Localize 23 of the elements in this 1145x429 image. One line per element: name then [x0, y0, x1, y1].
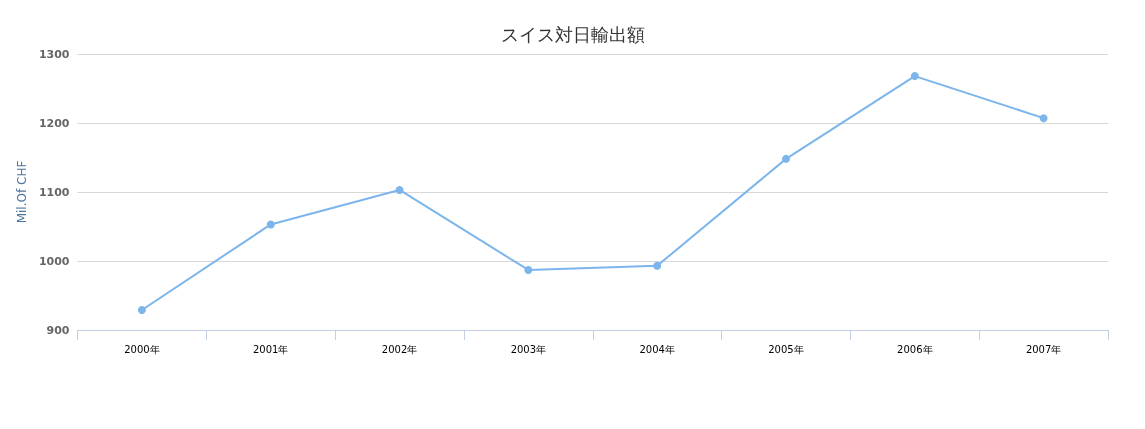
x-tick-label: 2007年 [1025, 343, 1062, 355]
y-tick-label: 1000 [38, 254, 70, 268]
y-tick-label: 1100 [38, 185, 70, 199]
point [266, 220, 275, 229]
point [653, 261, 662, 270]
point [1039, 114, 1048, 123]
x-tick-label: 2002年 [381, 343, 418, 355]
x-tick-label: 2006年 [897, 343, 933, 355]
chart-title: スイス対日輸出額 [500, 23, 645, 45]
x-tick-label: 2001年 [253, 343, 289, 355]
y-tick-label: 1200 [38, 116, 70, 130]
y-tick-label: 1300 [38, 47, 70, 61]
x-tick-label: 2000年 [124, 343, 160, 355]
y-axis-title: Mil.Of CHF [15, 160, 29, 224]
y-tick-label: 900 [46, 323, 70, 337]
point [524, 265, 533, 274]
x-tick-label: 2003年 [510, 343, 547, 355]
point [395, 185, 404, 194]
point [137, 305, 146, 314]
x-tick-label: 2004年 [639, 343, 675, 355]
x-tick-label: 2005年 [768, 343, 804, 355]
point [781, 154, 790, 163]
point [910, 72, 919, 81]
